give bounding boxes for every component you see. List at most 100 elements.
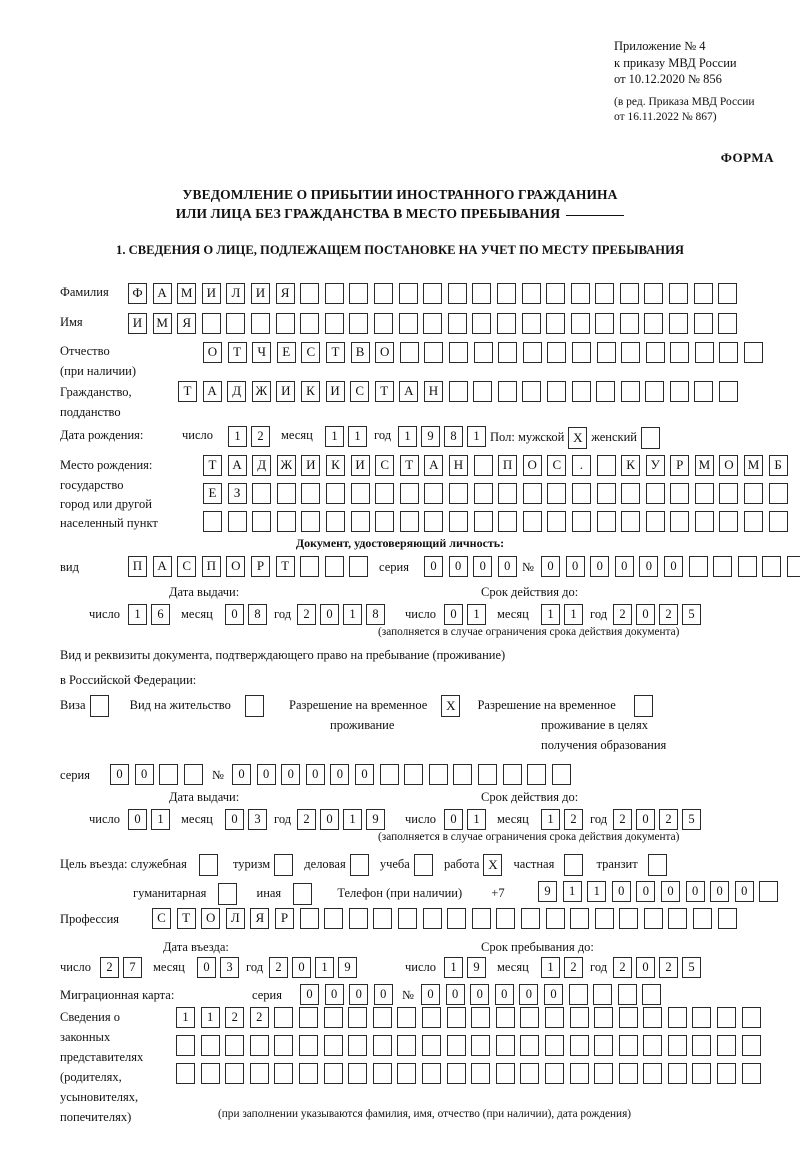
char-cell[interactable] <box>741 1007 761 1028</box>
char-cell[interactable]: 0 <box>497 556 517 577</box>
char-cell[interactable] <box>547 342 567 363</box>
char-cell[interactable] <box>447 908 467 929</box>
char-cell[interactable]: 8 <box>366 604 385 625</box>
char-cell[interactable] <box>594 1063 614 1084</box>
char-cell[interactable]: 0 <box>565 556 585 577</box>
char-cell[interactable] <box>472 283 492 304</box>
char-cell[interactable] <box>274 1063 294 1084</box>
char-cell[interactable] <box>643 1063 663 1084</box>
char-cell[interactable] <box>692 1007 712 1028</box>
char-cell[interactable] <box>544 1063 564 1084</box>
char-cell[interactable]: 0 <box>281 764 301 785</box>
char-cell[interactable]: 8 <box>248 604 267 625</box>
char-cell[interactable]: А <box>424 455 444 476</box>
char-cell[interactable] <box>298 1007 318 1028</box>
char-cell[interactable]: М <box>152 313 172 334</box>
char-cell[interactable] <box>546 313 566 334</box>
char-cell[interactable] <box>249 1035 269 1056</box>
char-cell[interactable] <box>348 908 368 929</box>
char-cell[interactable] <box>299 908 319 929</box>
char-cell[interactable] <box>667 1063 687 1084</box>
char-cell[interactable]: 0 <box>614 556 634 577</box>
char-cell[interactable] <box>375 483 395 504</box>
char-cell[interactable] <box>621 342 641 363</box>
char-cell[interactable] <box>421 1035 441 1056</box>
char-cell[interactable]: С <box>177 556 197 577</box>
char-cell[interactable] <box>621 483 641 504</box>
char-cell[interactable] <box>375 511 395 532</box>
purpose-official-checkbox[interactable] <box>198 854 218 877</box>
char-cell[interactable]: 1 <box>541 957 560 978</box>
char-cell[interactable] <box>520 1007 540 1028</box>
char-cell[interactable] <box>226 313 246 334</box>
char-cell[interactable] <box>372 1063 392 1084</box>
char-cell[interactable]: М <box>744 455 764 476</box>
char-cell[interactable] <box>447 313 467 334</box>
char-cell[interactable] <box>717 1035 737 1056</box>
char-cell[interactable] <box>349 283 369 304</box>
char-cell[interactable]: 1 <box>562 881 582 902</box>
char-cell[interactable] <box>471 1063 491 1084</box>
char-cell[interactable] <box>713 556 733 577</box>
char-cell[interactable] <box>448 381 468 402</box>
char-cell[interactable]: 1 <box>541 809 560 830</box>
char-cell[interactable] <box>670 483 690 504</box>
char-cell[interactable] <box>176 1063 195 1084</box>
char-cell[interactable] <box>448 511 468 532</box>
char-cell[interactable] <box>619 313 639 334</box>
char-cell[interactable] <box>718 283 738 304</box>
char-cell[interactable]: И <box>301 455 321 476</box>
char-cell[interactable] <box>643 908 663 929</box>
purpose-humanitarian-checkbox[interactable] <box>218 883 238 906</box>
char-cell[interactable] <box>570 283 590 304</box>
char-cell[interactable]: 0 <box>541 556 560 577</box>
char-cell[interactable]: Т <box>178 381 197 402</box>
char-cell[interactable] <box>718 313 738 334</box>
char-cell[interactable]: 0 <box>424 556 443 577</box>
char-cell[interactable]: 0 <box>660 881 680 902</box>
char-cell[interactable] <box>744 483 764 504</box>
char-cell[interactable] <box>594 1007 614 1028</box>
char-cell[interactable]: Т <box>325 342 345 363</box>
char-cell[interactable] <box>642 984 662 1005</box>
char-cell[interactable]: 1 <box>200 1007 220 1028</box>
char-cell[interactable] <box>453 764 473 785</box>
char-cell[interactable] <box>274 1035 294 1056</box>
char-cell[interactable] <box>620 381 640 402</box>
char-cell[interactable] <box>498 511 518 532</box>
char-cell[interactable]: 0 <box>300 984 319 1005</box>
char-cell[interactable]: 9 <box>338 957 357 978</box>
char-cell[interactable] <box>397 908 417 929</box>
char-cell[interactable] <box>200 1035 220 1056</box>
char-cell[interactable] <box>570 908 590 929</box>
char-cell[interactable] <box>275 313 295 334</box>
char-cell[interactable] <box>522 483 542 504</box>
char-cell[interactable] <box>350 483 370 504</box>
char-cell[interactable] <box>719 381 739 402</box>
char-cell[interactable]: Е <box>276 342 296 363</box>
char-cell[interactable] <box>446 1035 466 1056</box>
char-cell[interactable] <box>372 1007 392 1028</box>
char-cell[interactable] <box>325 483 345 504</box>
char-cell[interactable]: 0 <box>710 881 730 902</box>
char-cell[interactable]: 0 <box>349 984 369 1005</box>
char-cell[interactable]: 2 <box>659 957 678 978</box>
char-cell[interactable]: 0 <box>256 764 276 785</box>
char-cell[interactable] <box>428 764 448 785</box>
char-cell[interactable] <box>520 1035 540 1056</box>
char-cell[interactable] <box>571 511 591 532</box>
char-cell[interactable] <box>571 381 591 402</box>
char-cell[interactable] <box>379 764 399 785</box>
char-cell[interactable] <box>300 313 320 334</box>
char-cell[interactable]: Е <box>203 483 222 504</box>
char-cell[interactable] <box>618 1063 638 1084</box>
char-cell[interactable] <box>522 342 542 363</box>
char-cell[interactable]: Т <box>275 556 295 577</box>
char-cell[interactable] <box>693 313 713 334</box>
char-cell[interactable] <box>200 1063 220 1084</box>
